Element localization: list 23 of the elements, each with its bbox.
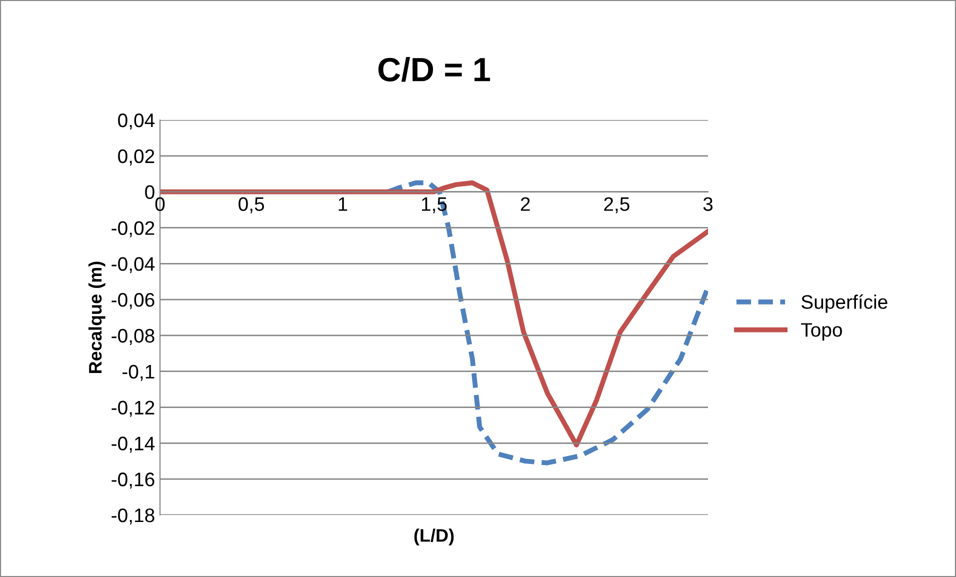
y-tick-label: -0,08 bbox=[112, 328, 154, 345]
y-tick-label: -0,18 bbox=[112, 508, 154, 525]
y-tick-label: -0,14 bbox=[112, 436, 155, 453]
y-tick-label: 0 bbox=[145, 185, 154, 200]
y-tick-label: 0,04 bbox=[118, 113, 155, 130]
y-tick-label: -0,1 bbox=[122, 364, 154, 381]
x-tick-label: 0 bbox=[155, 197, 165, 211]
y-tick-label: -0,12 bbox=[112, 400, 154, 417]
legend-label: Topo bbox=[801, 323, 842, 341]
x-axis-title: (L/D) bbox=[414, 528, 454, 546]
y-tick-label: 0,02 bbox=[118, 149, 154, 166]
y-tick-label: -0,06 bbox=[112, 293, 154, 310]
x-tick-label: 3 bbox=[703, 197, 713, 211]
x-tick-label: 2,5 bbox=[604, 197, 630, 214]
y-tick-label: -0,04 bbox=[112, 257, 155, 274]
y-axis-title: Recalque (m) bbox=[88, 262, 106, 373]
x-tick-label: 0,5 bbox=[238, 197, 264, 214]
x-tick-label: 2 bbox=[520, 197, 530, 211]
x-tick-label: 1 bbox=[338, 197, 348, 211]
y-tick-label: -0,02 bbox=[112, 221, 154, 238]
y-tick-label: -0,16 bbox=[112, 472, 154, 489]
legend-label: Superfície bbox=[802, 294, 888, 313]
chart-title: C/D = 1 bbox=[378, 56, 490, 82]
